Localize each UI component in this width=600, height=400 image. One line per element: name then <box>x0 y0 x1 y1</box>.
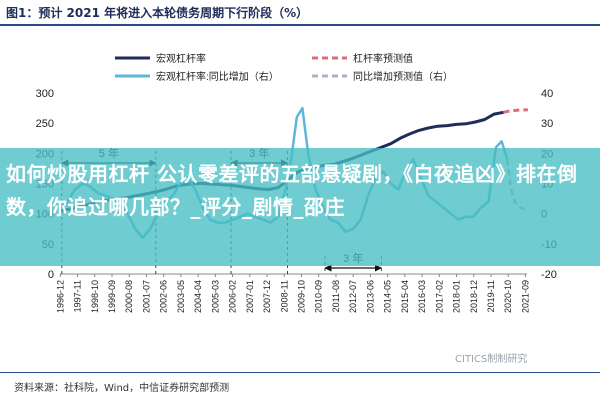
x-tick-label: 2003-05 <box>176 280 186 313</box>
right-tick-label: 30 <box>541 118 553 130</box>
source-note: 资料来源：社科院，Wind，中信证券研究部预测 <box>14 383 230 394</box>
x-tick-label: 2011-08 <box>331 280 341 312</box>
x-tick-label: 2004-04 <box>193 280 203 313</box>
x-tick-label: 2000-08 <box>124 280 134 313</box>
x-tick-label: 1997-11 <box>73 280 83 312</box>
x-tick-label: 2001-07 <box>141 280 151 313</box>
legend-label-yoy: 宏观杠杆率:同比增加（右） <box>156 70 279 83</box>
x-tick-label: 1999-09 <box>107 280 117 313</box>
figure-title: 图1：预计 2021 年将进入本轮债务周期下行阶段（%） <box>6 6 309 20</box>
x-tick-label: 2006-02 <box>228 280 238 313</box>
legend-label-forecast: 杠杆率预测值 <box>353 52 413 65</box>
x-tick-label: 2016-03 <box>417 280 427 313</box>
x-tick-label: 2021-09 <box>520 280 530 313</box>
x-tick-label: 2007-01 <box>245 280 255 313</box>
x-tick-label: 2012-07 <box>348 280 358 313</box>
x-tick-label: 2013-06 <box>365 280 375 313</box>
left-tick-label: 300 <box>36 88 54 100</box>
x-tick-label: 1996-12 <box>55 280 65 313</box>
x-tick-label: 2018-01 <box>452 280 462 313</box>
right-tick-label: 40 <box>541 88 553 100</box>
x-tick-label: 2002-06 <box>159 280 169 313</box>
x-tick-label: 2020-10 <box>503 280 513 313</box>
series-forecast-line <box>503 108 528 114</box>
x-tick-label: 2014-05 <box>383 280 393 313</box>
source-rule <box>0 372 600 373</box>
banner-headline[interactable]: 如何炒股用杠杆 公认零差评的五部悬疑剧，《白夜追凶》排在倒数，你追过哪几部？_评… <box>6 162 578 219</box>
overlay-banner <box>0 148 600 266</box>
x-tick-label: 2019-11 <box>486 280 496 312</box>
right-tick-label: -20 <box>541 269 557 281</box>
x-tick-label: 2018-12 <box>469 280 479 313</box>
x-tick-label: 1998-10 <box>90 280 100 313</box>
watermark: CITICS制制研究 <box>455 354 528 365</box>
legend: 宏观杠杆率 宏观杠杆率:同比增加（右） 杠杆率预测值 同比增加预测值（右） <box>115 52 453 83</box>
x-tick-label: 2010-09 <box>314 280 324 313</box>
x-tick-label: 2008-11 <box>279 280 289 312</box>
x-tick-label: 2017-02 <box>434 280 444 313</box>
left-tick-label: 0 <box>48 269 54 281</box>
title-rule <box>0 24 600 26</box>
x-tick-label: 2005-03 <box>210 280 220 313</box>
left-tick-label: 250 <box>36 118 54 130</box>
x-tick-label: 2007-12 <box>262 280 272 313</box>
legend-label-yoy-forecast: 同比增加预测值（右） <box>353 70 453 83</box>
x-tick-label: 2009-10 <box>296 280 306 313</box>
x-axis: 1996-12 1997-11 1998-10 1999-09 2000-08 2001-… <box>55 273 530 313</box>
legend-label-actual: 宏观杠杆率 <box>156 52 206 65</box>
x-tick-label: 2015-04 <box>400 280 410 313</box>
